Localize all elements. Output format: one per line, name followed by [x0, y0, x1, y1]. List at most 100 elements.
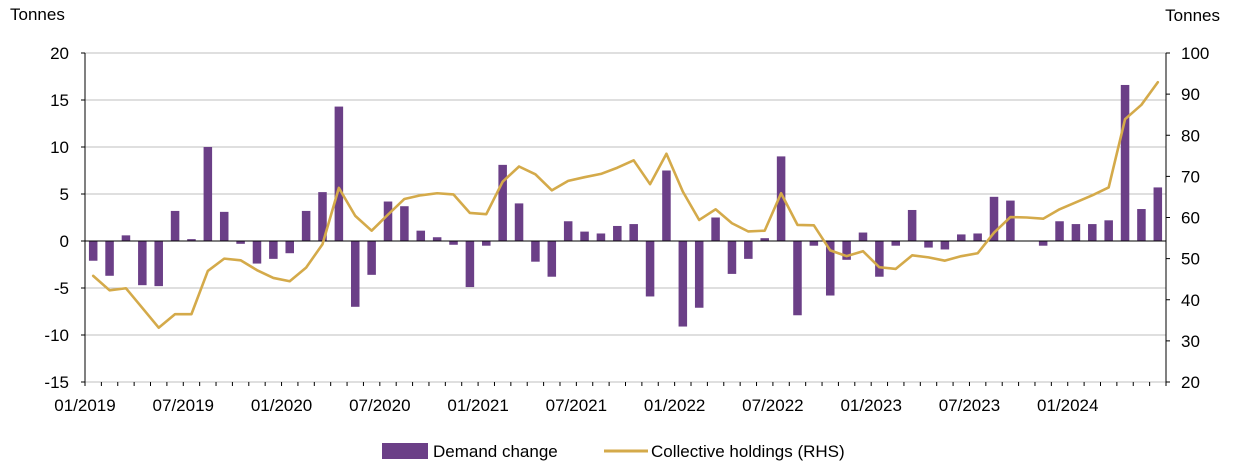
demand-change-bar — [1104, 220, 1113, 241]
demand-change-bar — [989, 196, 999, 241]
left-tick-label: -5 — [54, 279, 69, 298]
x-tick-label: 01/2020 — [251, 396, 312, 415]
demand-change-bar — [825, 241, 835, 296]
demand-change-bar — [1137, 209, 1146, 241]
demand-change-bar — [596, 233, 606, 241]
demand-change-bar — [973, 233, 982, 241]
collective-holdings-line — [91, 80, 1160, 330]
demand-change-bar — [170, 210, 180, 241]
demand-change-bar — [367, 241, 376, 275]
collective-holdings-line-layer — [91, 80, 1160, 330]
left-tick-label: -15 — [44, 373, 69, 392]
demand-change-bar — [482, 241, 491, 246]
right-axis-ticks: 100 90 80 70 60 50 40 30 20 — [1166, 44, 1209, 392]
demand-change-bar — [1071, 224, 1081, 241]
right-tick-label: 60 — [1181, 209, 1200, 228]
right-tick-label: 90 — [1181, 85, 1200, 104]
right-tick-label: 80 — [1181, 126, 1200, 145]
demand-change-bar — [711, 217, 720, 241]
demand-change-bar — [318, 192, 327, 241]
demand-change-bar — [940, 241, 950, 250]
demand-change-bar — [1055, 221, 1064, 241]
demand-change-bar — [580, 231, 589, 241]
demand-change-bar — [400, 206, 409, 241]
legend: Demand change Collective holdings (RHS) — [382, 442, 845, 461]
x-tick-label: 07/2023 — [939, 396, 1000, 415]
demand-change-bar — [727, 241, 737, 274]
left-tick-label: 15 — [50, 91, 69, 110]
legend-label-collective-holdings: Collective holdings (RHS) — [651, 442, 845, 461]
left-axis-ticks: 20 15 10 5 0 -5 -10 -15 — [44, 44, 85, 392]
demand-change-bar — [285, 241, 294, 254]
legend-label-demand-change: Demand change — [433, 442, 558, 461]
demand-change-bar — [219, 211, 229, 241]
demand-change-bar — [531, 241, 540, 262]
right-tick-label: 50 — [1181, 250, 1200, 269]
demand-change-bar — [121, 235, 131, 241]
demand-change-bar — [547, 241, 557, 277]
demand-change-bar — [1153, 187, 1163, 241]
demand-change-bar — [662, 170, 671, 241]
right-tick-label: 20 — [1181, 373, 1200, 392]
demand-change-bar — [138, 241, 147, 286]
left-tick-label: 10 — [50, 138, 69, 157]
demand-change-bar — [269, 241, 278, 259]
demand-change-bar — [842, 241, 851, 260]
x-tick-label: 01/2022 — [644, 396, 705, 415]
demand-change-bar — [563, 221, 573, 241]
x-tick-label: 01/2023 — [840, 396, 901, 415]
right-tick-label: 30 — [1181, 332, 1200, 351]
x-tick-label: 07/2019 — [153, 396, 214, 415]
demand-change-bar — [694, 241, 704, 308]
demand-change-bar — [645, 241, 655, 297]
gridlines — [85, 52, 1166, 383]
x-tick-label: 01/2024 — [1037, 396, 1098, 415]
demand-change-bar — [1120, 84, 1130, 242]
demand-change-bar — [432, 237, 442, 241]
demand-change-bar — [907, 209, 917, 241]
demand-change-bar — [809, 241, 819, 246]
left-axis-title: Tonnes — [10, 5, 65, 24]
demand-change-bar — [252, 241, 262, 264]
demand-change-bar — [498, 164, 507, 241]
demand-change-bar — [154, 241, 163, 287]
demand-change-bar — [465, 241, 475, 288]
demand-change-bar — [449, 241, 458, 245]
left-tick-label: 0 — [60, 232, 69, 251]
demand-change-bar — [1038, 241, 1048, 246]
left-tick-label: 5 — [60, 185, 69, 204]
demand-change-bar — [383, 201, 393, 241]
right-tick-label: 100 — [1181, 44, 1209, 63]
x-tick-label: 01/2019 — [54, 396, 115, 415]
right-axis-title: Tonnes — [1165, 6, 1220, 25]
demand-change-bar — [744, 241, 753, 259]
demand-change-bar — [105, 241, 114, 276]
demand-change-bar — [793, 241, 802, 316]
demand-change-bar — [350, 241, 360, 307]
demand-change-bar — [514, 203, 524, 241]
demand-change-bar — [1088, 224, 1097, 241]
x-tick-label: 07/2022 — [742, 396, 803, 415]
demand-change-bar — [875, 241, 884, 277]
demand-change-bar — [301, 210, 311, 241]
demand-change-bar — [957, 234, 966, 241]
demand-change-bar — [776, 156, 786, 241]
demand-change-bar — [203, 147, 213, 241]
demand-change-bar — [613, 225, 622, 241]
left-tick-label: 20 — [50, 44, 69, 63]
demand-change-bar — [88, 241, 98, 261]
demand-change-bar — [678, 241, 688, 327]
right-tick-label: 70 — [1181, 167, 1200, 186]
axes — [84, 53, 1167, 382]
x-tick-label: 07/2020 — [349, 396, 410, 415]
demand-change-bar — [891, 241, 901, 246]
demand-change-bar — [760, 238, 769, 241]
demand-change-bar — [629, 224, 638, 241]
x-axis-ticks: 01/2019 07/2019 01/2020 07/2020 01/2021 07/20… — [54, 382, 1167, 415]
demand-change-bar — [924, 241, 933, 248]
demand-change-bar — [236, 241, 245, 244]
demand-change-bar — [416, 230, 426, 241]
x-tick-label: 07/2021 — [546, 396, 607, 415]
demand-change-bar — [187, 239, 196, 241]
x-tick-label: 01/2021 — [447, 396, 508, 415]
